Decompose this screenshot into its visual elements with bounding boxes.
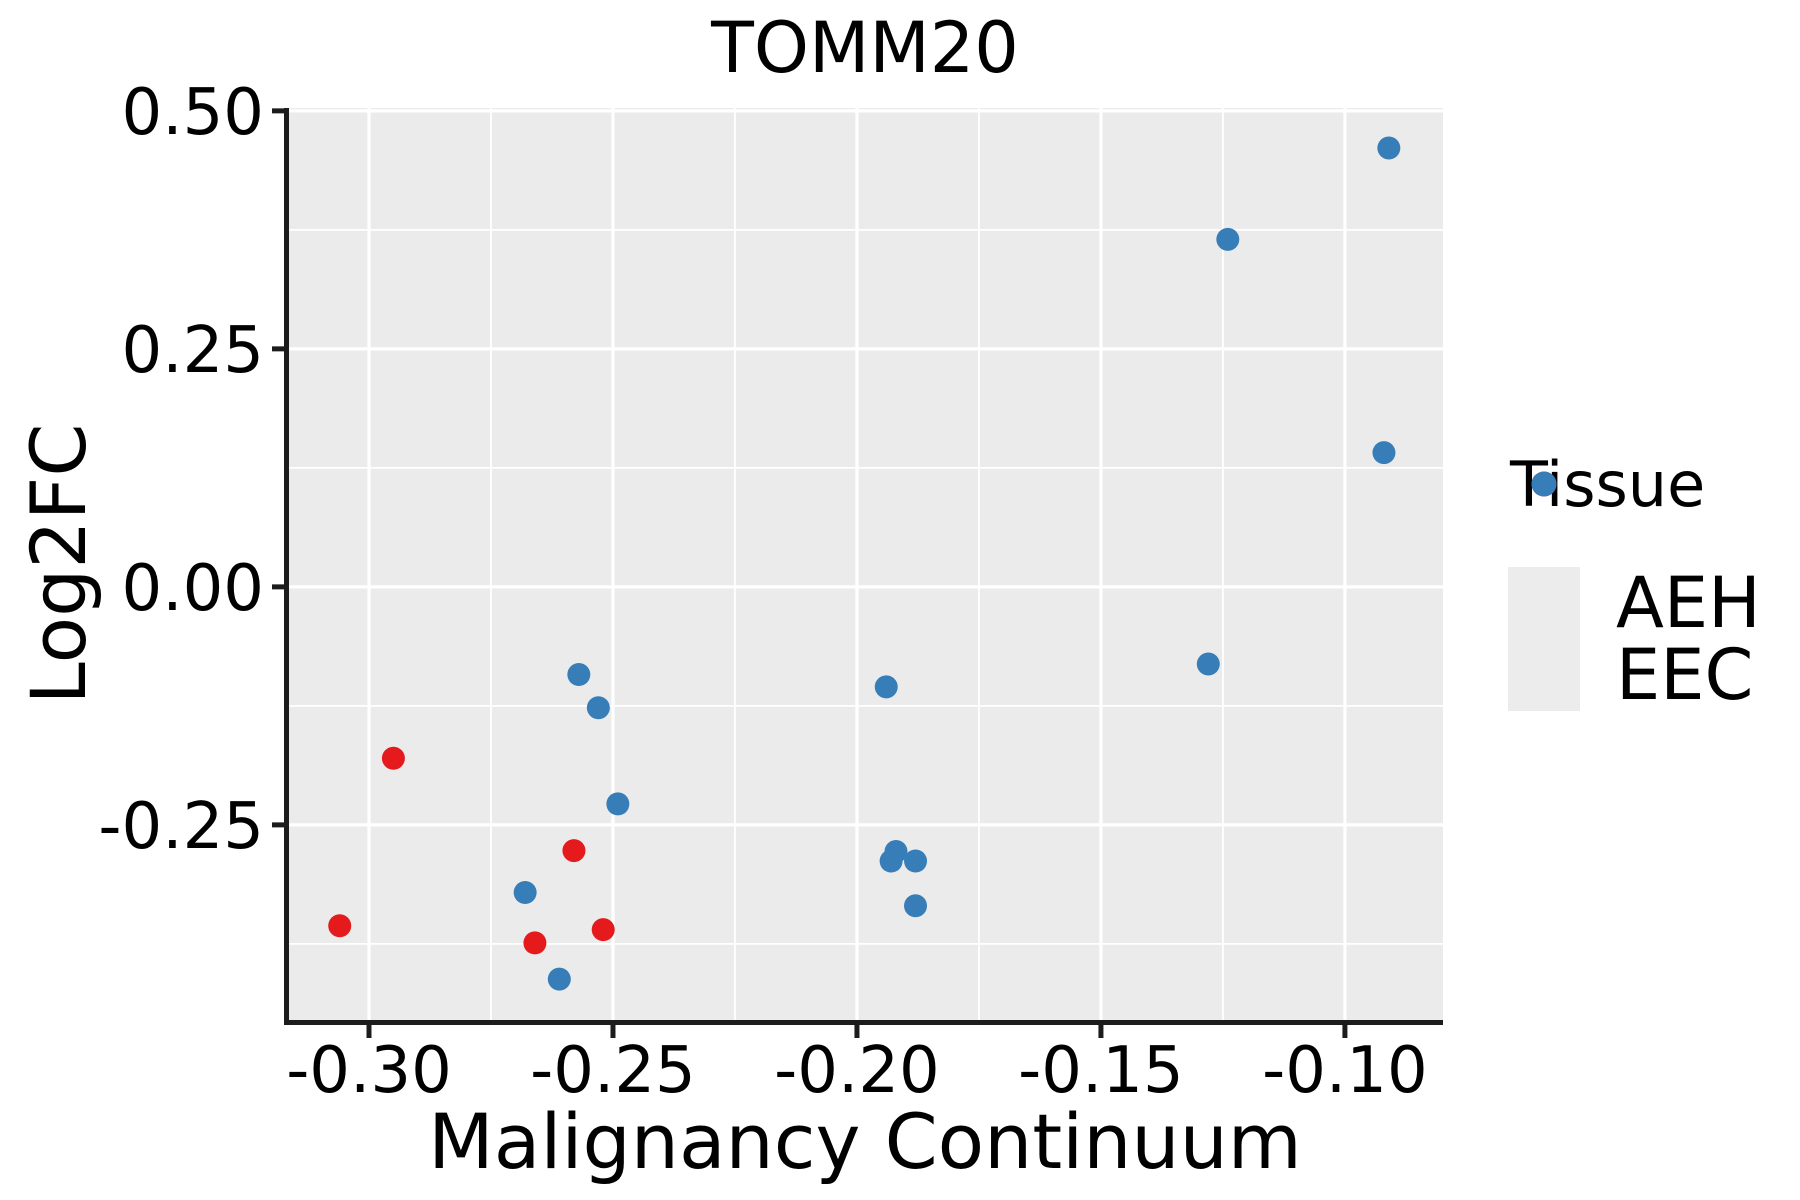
data-point-eec <box>513 880 537 904</box>
x-axis-title: Malignancy Continuum <box>428 1097 1302 1186</box>
y-tick-label: -0.25 <box>98 790 264 864</box>
eec-dot-icon <box>1531 471 1557 497</box>
x-tick-label: -0.25 <box>530 1034 696 1108</box>
data-point-aeh <box>381 746 405 770</box>
data-point-aeh <box>328 914 352 938</box>
legend-label-aeh: AEH <box>1616 562 1761 644</box>
plot-panel: -0.30 -0.25 -0.20 -0.15 -0.10 0.50 0.25 0.00 -0.… <box>98 76 1443 1108</box>
data-point-eec <box>606 792 630 816</box>
legend: Tissue AEH EEC <box>1508 448 1761 711</box>
data-point-eec <box>567 662 591 686</box>
data-point-eec <box>547 967 571 991</box>
x-tick-label: -0.15 <box>1018 1034 1184 1108</box>
data-point-eec <box>904 894 928 918</box>
data-point-aeh <box>523 931 547 955</box>
legend-key-aeh <box>1508 471 1580 639</box>
data-point-eec <box>586 696 610 720</box>
legend-items: AEH EEC <box>1508 471 1761 716</box>
y-tick-label: 0.50 <box>122 76 265 150</box>
data-point-eec <box>1377 136 1401 160</box>
legend-key-eec <box>1508 471 1580 711</box>
y-tick-label: 0.00 <box>122 552 265 626</box>
data-point-eec <box>879 849 903 873</box>
data-point-eec <box>904 849 928 873</box>
legend-item-eec: EEC <box>1508 471 1761 716</box>
legend-item-aeh: AEH <box>1508 471 1761 644</box>
data-point-eec <box>1196 652 1220 676</box>
chart-title: TOMM20 <box>710 7 1019 89</box>
x-tick-label: -0.20 <box>774 1034 940 1108</box>
legend-label-eec: EEC <box>1616 634 1754 716</box>
data-point-aeh <box>562 839 586 863</box>
y-axis-title: Log2FC <box>14 424 103 705</box>
x-tick-label: -0.30 <box>286 1034 452 1108</box>
data-point-eec <box>1372 441 1396 465</box>
x-tick-label: -0.10 <box>1262 1034 1428 1108</box>
data-point-eec <box>1216 227 1240 251</box>
panel-background <box>288 108 1443 1021</box>
data-point-aeh <box>591 918 615 942</box>
y-tick-label: 0.25 <box>122 314 265 388</box>
data-point-eec <box>874 675 898 699</box>
